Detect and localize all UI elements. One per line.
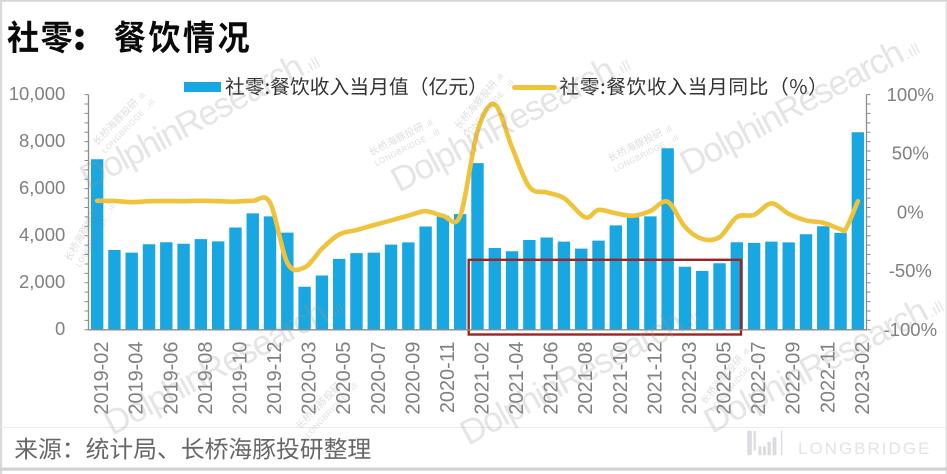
svg-text:.ıll: .ıll — [925, 299, 947, 322]
svg-text:2019-10: 2019-10 — [229, 342, 251, 415]
svg-text:2021-08: 2021-08 — [575, 342, 597, 415]
svg-text:2021-02: 2021-02 — [472, 342, 494, 415]
svg-text:2021-10: 2021-10 — [610, 342, 632, 415]
svg-text:2020-11: 2020-11 — [437, 342, 459, 414]
svg-text:.ıll: .ıll — [901, 41, 923, 64]
svg-text:2019-04: 2019-04 — [126, 342, 148, 415]
svg-text:2019-06: 2019-06 — [160, 342, 182, 415]
svg-text:6,000: 6,000 — [19, 177, 65, 198]
svg-text:4,000: 4,000 — [19, 224, 65, 245]
svg-text:2022-07: 2022-07 — [748, 342, 770, 415]
svg-text:.ıll: .ıll — [95, 198, 107, 210]
svg-text:2022-05: 2022-05 — [714, 342, 736, 415]
svg-text:.ıll: .ıll — [662, 124, 673, 136]
svg-text:2021-04: 2021-04 — [506, 342, 528, 415]
svg-text:10,000: 10,000 — [9, 83, 66, 104]
svg-text:2023-02: 2023-02 — [852, 342, 874, 415]
svg-text:2020-07: 2020-07 — [368, 342, 390, 415]
svg-text:2019-02: 2019-02 — [91, 342, 113, 415]
svg-text:.ıll: .ıll — [301, 55, 323, 78]
svg-text:2020-09: 2020-09 — [402, 342, 424, 415]
svg-text:2,000: 2,000 — [19, 271, 65, 292]
svg-text:2022-03: 2022-03 — [679, 342, 701, 415]
svg-text:8,000: 8,000 — [19, 130, 65, 151]
svg-text:2020-05: 2020-05 — [333, 342, 355, 415]
svg-text:2019-12: 2019-12 — [264, 342, 286, 415]
svg-text:2021-12: 2021-12 — [644, 342, 666, 415]
svg-text:100%: 100% — [887, 84, 934, 105]
svg-text:-100%: -100% — [884, 319, 937, 340]
svg-text:50%: 50% — [892, 143, 929, 164]
svg-text:2022-09: 2022-09 — [783, 342, 805, 415]
svg-text:.ıll: .ıll — [423, 118, 434, 130]
svg-text:-50%: -50% — [889, 260, 932, 281]
svg-text:2019-08: 2019-08 — [195, 342, 217, 415]
svg-text:.ıll: .ıll — [681, 311, 703, 334]
svg-text:.ıll: .ıll — [612, 58, 634, 81]
svg-text:.ıll: .ıll — [325, 301, 347, 324]
svg-text:2020-03: 2020-03 — [299, 342, 321, 415]
svg-text:2022-11: 2022-11 — [817, 342, 839, 414]
svg-text:2021-06: 2021-06 — [541, 342, 563, 415]
svg-text:0%: 0% — [897, 201, 924, 222]
svg-text:0: 0 — [55, 318, 65, 339]
svg-text:LONGBRIDGE: LONGBRIDGE — [798, 439, 931, 458]
